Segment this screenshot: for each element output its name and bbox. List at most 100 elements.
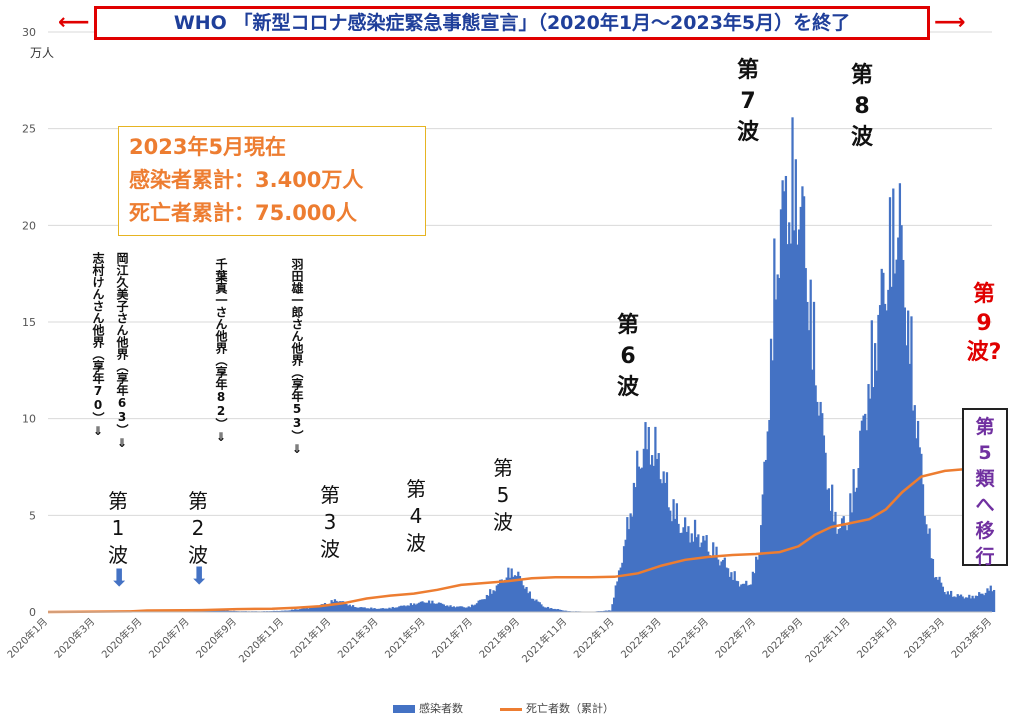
cases-bar (209, 610, 213, 612)
cases-bar (789, 243, 792, 613)
cases-bar (376, 608, 379, 612)
cases-bar (908, 363, 911, 612)
cases-bar (465, 607, 469, 612)
cases-bar (532, 598, 535, 612)
cases-bar (870, 320, 873, 612)
cases-bar (447, 606, 451, 612)
cases-bar (404, 606, 408, 612)
y-tick-label: 0 (29, 606, 36, 619)
legend-cases-swatch (393, 705, 415, 713)
cases-bar (910, 316, 913, 612)
cases-bar (423, 602, 426, 612)
cases-bar (541, 606, 545, 612)
x-tick-label: 2021年1月 (287, 615, 333, 661)
cases-bar (540, 604, 543, 612)
cases-bar (563, 610, 566, 612)
cases-bar (335, 600, 338, 612)
cases-bar (421, 601, 424, 612)
cases-bar (431, 600, 434, 612)
legend-deaths-label: 死亡者数（累計） (526, 702, 614, 715)
cases-bar (778, 277, 781, 612)
cases-bar (317, 606, 320, 612)
cases-bar (854, 491, 857, 612)
cases-bar (452, 606, 455, 612)
cases-bar (389, 608, 393, 612)
cases-bar (527, 593, 530, 612)
cases-bar (986, 588, 989, 612)
cases-bar (482, 599, 485, 612)
cases-bar (218, 610, 221, 612)
cases-bar (322, 604, 325, 612)
y-tick-label: 25 (22, 123, 36, 136)
cases-bar (475, 603, 479, 612)
cases-bar (978, 592, 981, 612)
cases-bar (461, 606, 464, 612)
cases-bar (675, 503, 679, 612)
cases-bar (474, 604, 477, 612)
cases-bar (926, 533, 930, 612)
cases-bar (649, 464, 652, 612)
cases-bar (925, 524, 928, 612)
cases-bar (788, 222, 791, 613)
cases-bar (750, 584, 753, 612)
cases-bar (802, 196, 806, 613)
cases-bar (966, 597, 969, 612)
cases-bar (393, 607, 396, 612)
cases-bar (895, 259, 898, 612)
cases-bar (290, 609, 294, 612)
cases-bar (916, 420, 920, 612)
cases-bar (707, 551, 710, 612)
cases-bar (480, 599, 484, 612)
cases-bar (510, 568, 513, 612)
cases-bar (229, 610, 232, 612)
cases-bar (875, 370, 878, 612)
cases-bar (636, 450, 639, 612)
wave-4-label: 第 4 波 (406, 477, 426, 555)
cases-bar (287, 610, 290, 612)
cases-bar (983, 595, 986, 612)
cases-bar (347, 605, 350, 612)
cases-bar (550, 608, 553, 612)
cases-bar (418, 602, 421, 612)
cases-bar (289, 610, 292, 612)
cases-bar (667, 507, 670, 612)
cases-bar (617, 570, 621, 612)
cases-bar (365, 608, 368, 612)
cases-bar (722, 559, 725, 612)
x-tick-label: 2020年1月 (4, 615, 50, 661)
cases-bar (451, 607, 454, 612)
cases-bar (781, 180, 784, 612)
info-deaths-total: 死亡者累計：75.000人 (129, 201, 358, 225)
cases-bar (662, 471, 665, 612)
cases-bar (351, 605, 355, 612)
cases-bar (743, 583, 746, 612)
cases-bar (292, 609, 295, 612)
cases-bar (717, 559, 720, 612)
cases-bar (935, 577, 938, 612)
cases-bar (456, 606, 459, 612)
x-tick-label: 2021年9月 (476, 615, 522, 661)
cases-bar (831, 484, 834, 612)
cases-bar (837, 529, 840, 612)
legend-deaths-swatch (500, 707, 522, 711)
cases-bar (413, 603, 416, 612)
cases-bar (490, 593, 493, 612)
cases-bar (660, 483, 664, 612)
cases-bar (523, 588, 527, 612)
cases-bar (558, 609, 561, 612)
cases-bar (444, 605, 447, 612)
cases-bar (695, 537, 698, 612)
cases-bar (385, 608, 388, 612)
cases-bar (943, 591, 946, 612)
cases-bar (915, 438, 918, 612)
cases-bar (685, 531, 688, 612)
cases-bar (487, 595, 490, 612)
cases-bar (959, 594, 963, 612)
cases-bar (968, 594, 971, 612)
cases-bar (318, 605, 322, 612)
cases-bar (312, 605, 315, 612)
cases-bar (350, 606, 353, 612)
cases-bar (226, 610, 229, 612)
cases-bar (674, 518, 677, 612)
cases-bar (690, 533, 693, 612)
